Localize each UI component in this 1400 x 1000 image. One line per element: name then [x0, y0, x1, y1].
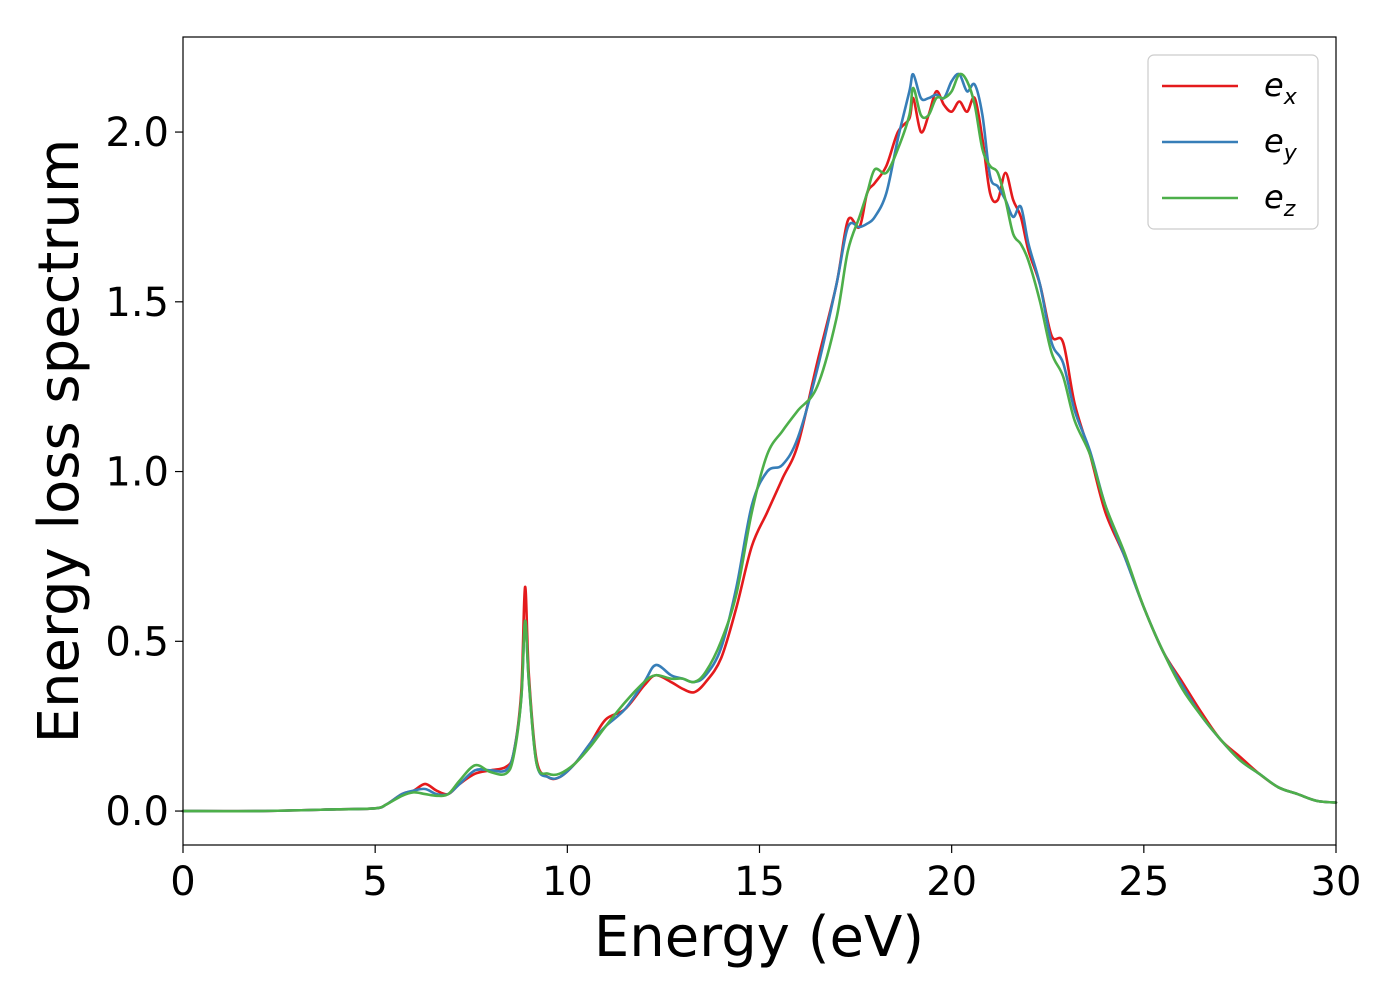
y-tick-label: 0.5: [105, 619, 169, 665]
x-tick-label: 10: [542, 859, 593, 905]
legend: ex ey ez: [1147, 54, 1319, 230]
x-axis: 0 5 10 15 20 25 30: [170, 845, 1361, 905]
y-axis-title: Energy loss spectrum: [27, 139, 92, 744]
series-line-z: [181, 72, 1338, 813]
x-tick-label: 30: [1311, 859, 1362, 905]
x-axis-title: Energy (eV): [594, 905, 924, 970]
x-tick-label: 25: [1118, 859, 1169, 905]
y-tick-label: 2.0: [105, 110, 169, 156]
y-tick-label: 0.0: [105, 789, 169, 835]
legend-label-y: ey: [1264, 122, 1298, 166]
legend-label-x: ex: [1264, 66, 1298, 110]
y-tick-label: 1.0: [105, 450, 169, 496]
series-line-y: [181, 72, 1338, 813]
legend-items: ex ey ez: [1162, 66, 1298, 222]
x-tick-label: 20: [926, 859, 977, 905]
x-tick-label: 0: [170, 859, 195, 905]
x-tick-label: 5: [362, 859, 387, 905]
y-tick-label: 1.5: [105, 280, 169, 326]
x-tick-label: 15: [734, 859, 785, 905]
y-axis: 0.0 0.5 1.0 1.5 2.0: [105, 110, 183, 835]
series-layer: [181, 72, 1338, 813]
legend-label-z: ez: [1264, 178, 1296, 222]
